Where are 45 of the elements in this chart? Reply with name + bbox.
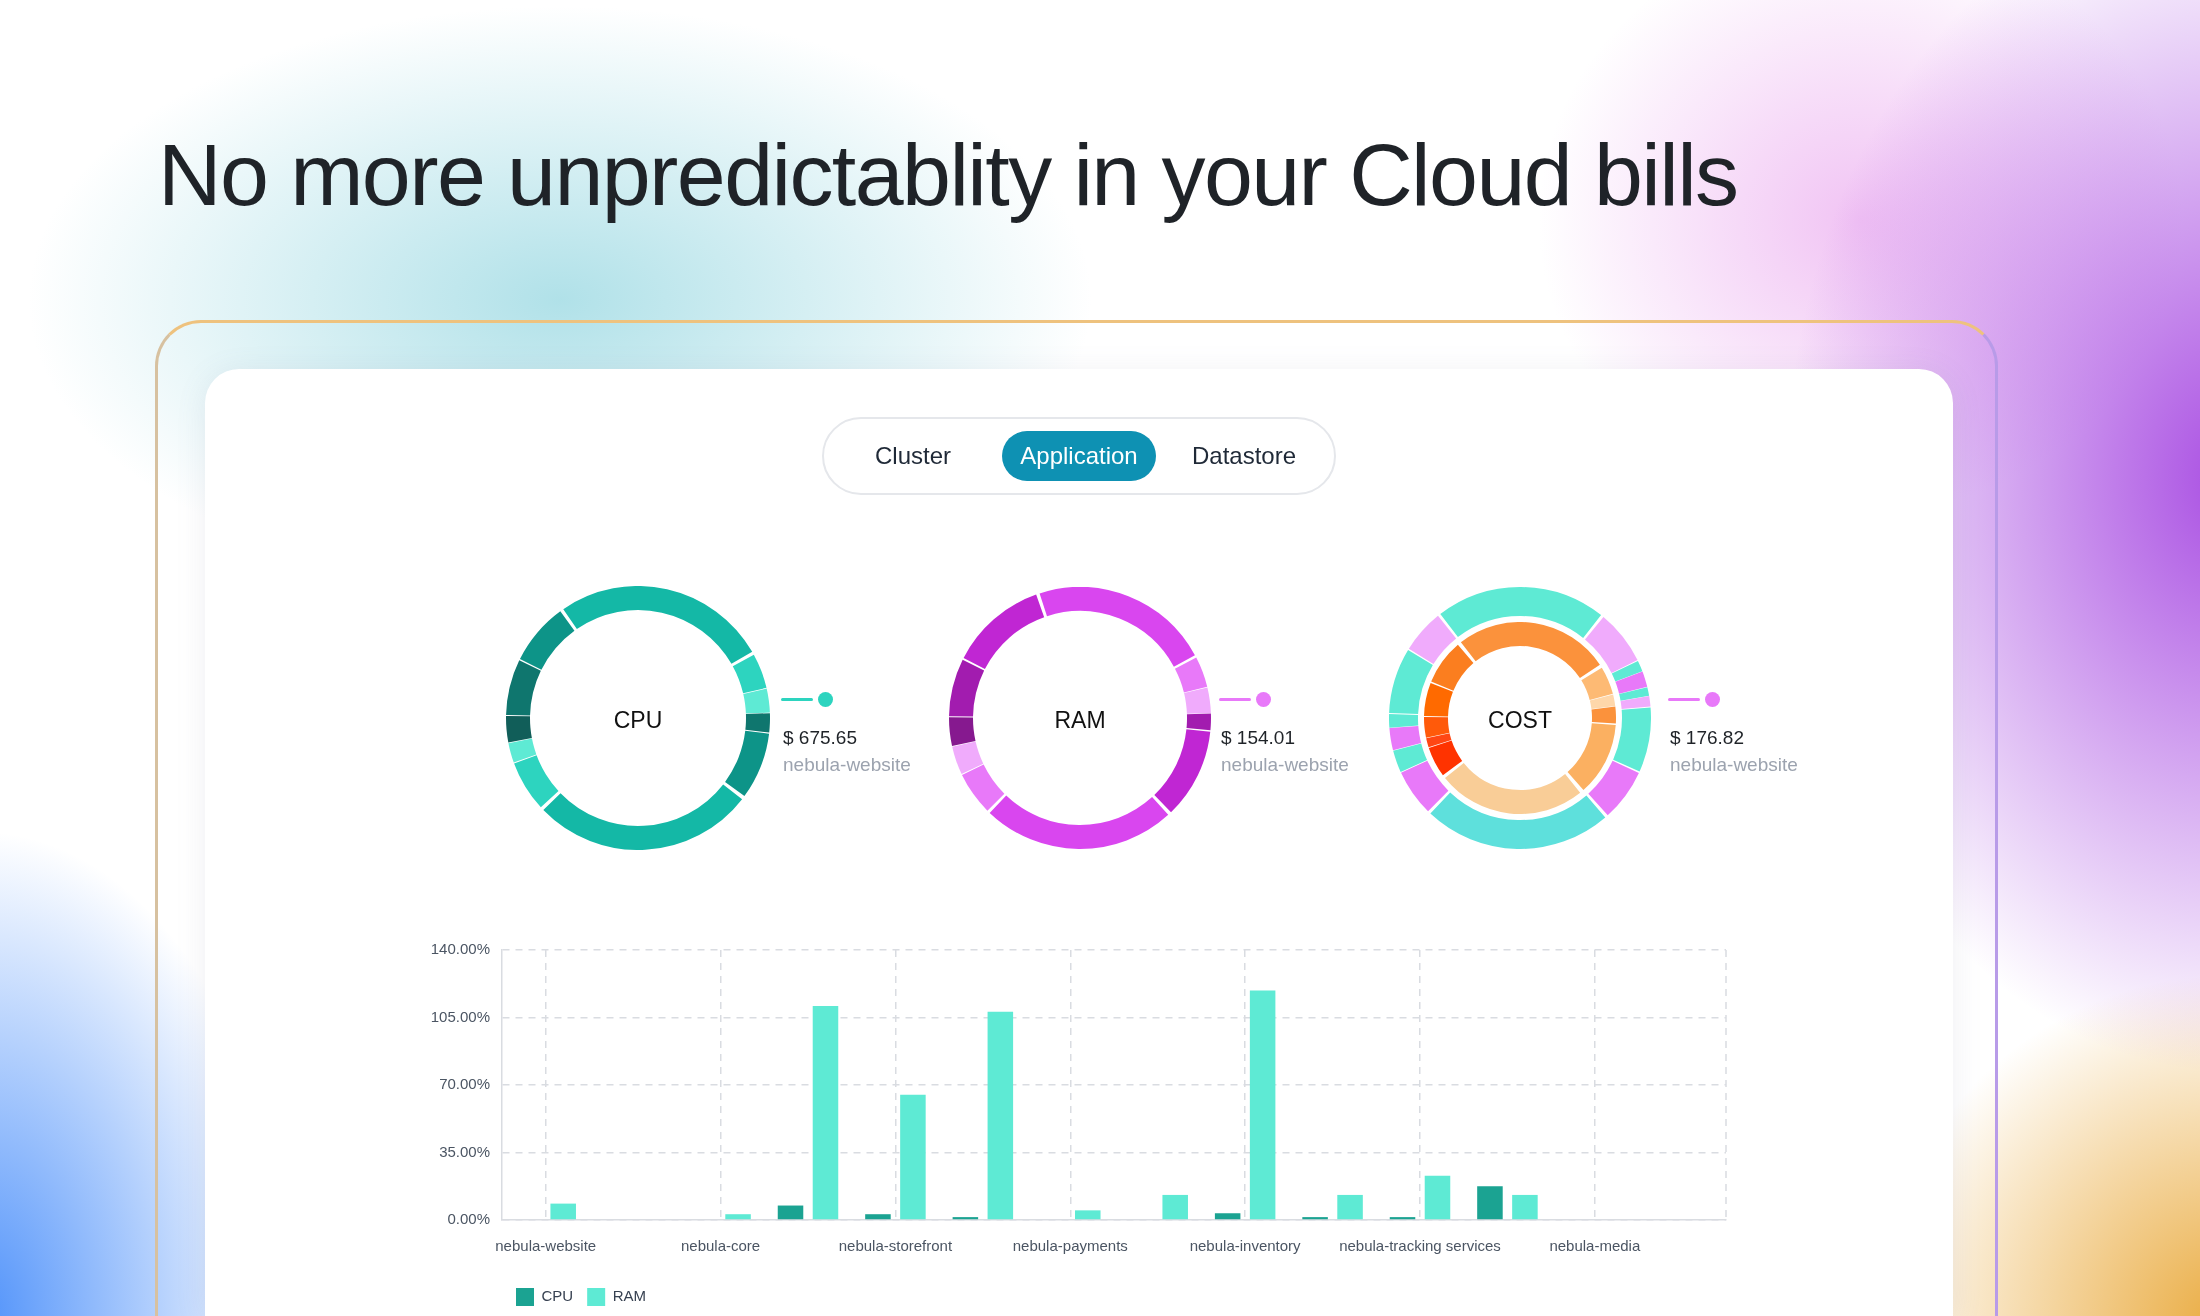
bar: [952, 1217, 979, 1220]
bar: [550, 1203, 576, 1220]
bar: [1249, 990, 1276, 1220]
bar: [777, 1205, 804, 1220]
text: nebula-website: [1221, 754, 1349, 776]
text: CPU: [613, 706, 663, 734]
x-tick-label: nebula-payments: [1012, 1237, 1128, 1255]
text: $ 154.01: [1221, 727, 1295, 749]
bar: [1512, 1194, 1538, 1220]
bar: [865, 1214, 891, 1220]
text: Datastore: [1191, 442, 1297, 470]
text: Application: [1020, 442, 1138, 470]
text: nebula-website: [783, 754, 911, 776]
x-tick-label: nebula-website: [495, 1237, 597, 1255]
x-tick-label: nebula-tracking services: [1339, 1237, 1501, 1255]
legend-label: CPU: [541, 1287, 574, 1305]
bar: [987, 1011, 1014, 1220]
text: nebula-website: [1670, 754, 1798, 776]
text: $ 675.65: [783, 727, 857, 749]
text: RAM: [1054, 706, 1106, 734]
bar: [1389, 1217, 1416, 1220]
bar: [1424, 1175, 1451, 1220]
bar: [1162, 1194, 1188, 1220]
bar: [1337, 1194, 1363, 1220]
x-tick-label: nebula-storefront: [838, 1237, 953, 1255]
bar: [1075, 1210, 1101, 1220]
y-tick-label: 35.00%: [439, 1142, 490, 1160]
text: COST: [1488, 706, 1552, 734]
y-tick-label: 0.00%: [447, 1210, 490, 1228]
x-tick-label: nebula-inventory: [1189, 1237, 1302, 1255]
bar: [900, 1094, 926, 1220]
y-tick-label: 105.00%: [430, 1007, 490, 1025]
text: No more unpredictablity in your Cloud bills: [158, 125, 1738, 224]
y-tick-label: 140.00%: [430, 940, 490, 958]
x-tick-label: nebula-media: [1549, 1237, 1641, 1255]
bar: [1214, 1213, 1241, 1220]
bar: [1477, 1186, 1503, 1220]
text: $ 176.82: [1670, 727, 1744, 749]
bar: [1302, 1217, 1328, 1220]
bar: [725, 1214, 751, 1220]
bar: [812, 1005, 839, 1220]
y-tick-label: 70.00%: [439, 1075, 490, 1093]
text: Cluster: [874, 442, 952, 470]
x-tick-label: nebula-core: [680, 1237, 761, 1255]
legend-label: RAM: [612, 1287, 647, 1305]
